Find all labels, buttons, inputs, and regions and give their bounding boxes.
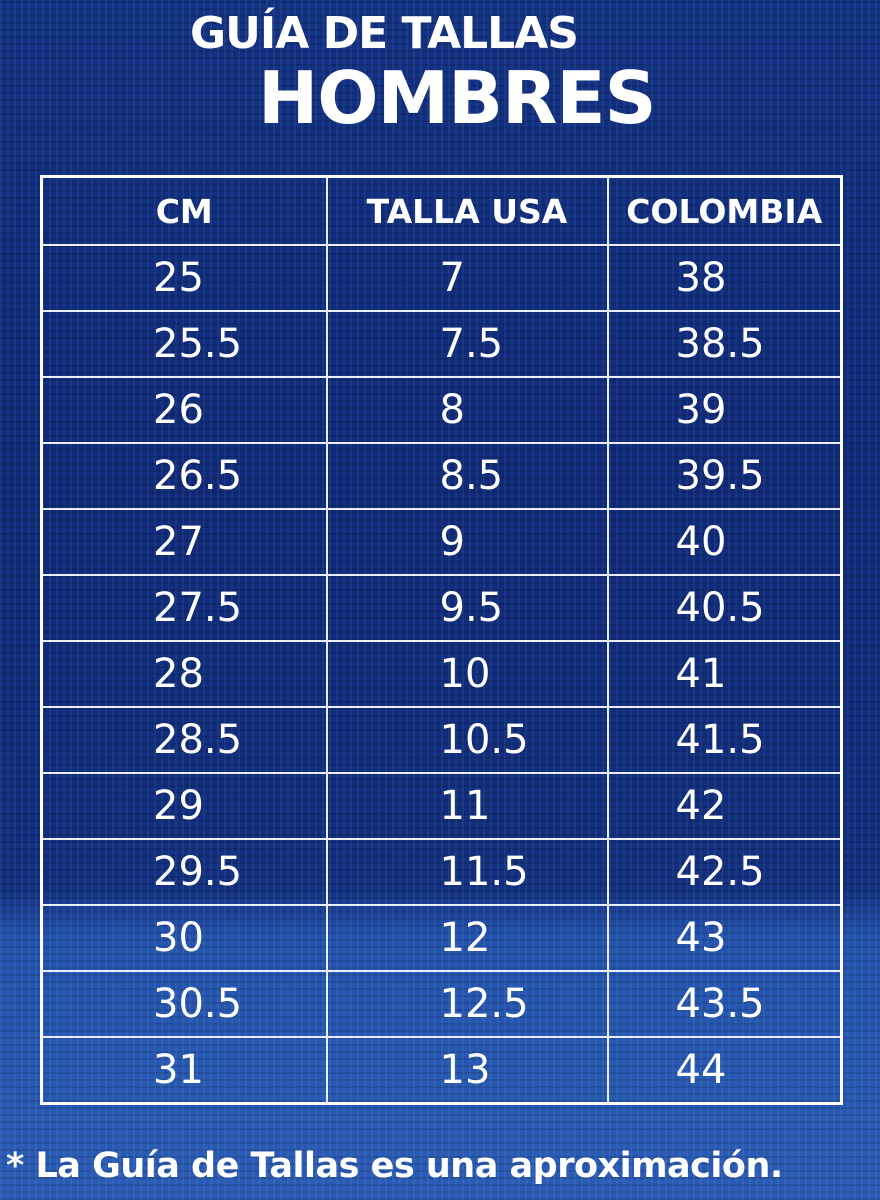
table-row: 29 11 42 [40,772,843,840]
cell-colombia: 39.5 [606,442,843,510]
table-header-row: CM TALLA USA COLOMBIA [40,175,843,246]
title-line-1: GUÍA DE TALLAS [190,8,579,59]
size-table: CM TALLA USA COLOMBIA 25 7 38 25.5 7.5 38.5 26… [40,175,843,1105]
cell-talla-usa: 11 [325,772,609,840]
cell-talla-usa: 12 [325,904,609,972]
footnote: * La Guía de Tallas es una aproximación. [6,1146,783,1186]
table-row: 31 13 44 [40,1036,843,1104]
cell-cm: 28.5 [40,706,328,774]
cell-cm: 25.5 [40,310,328,378]
cell-colombia: 41 [606,640,843,708]
table-row: 30.5 12.5 43.5 [40,970,843,1038]
cell-colombia: 44 [606,1036,843,1104]
cell-talla-usa: 7.5 [325,310,609,378]
cell-talla-usa: 9.5 [325,574,609,642]
cell-colombia: 42.5 [606,838,843,906]
cell-talla-usa: 10.5 [325,706,609,774]
cell-cm: 29.5 [40,838,328,906]
cell-colombia: 40.5 [606,574,843,642]
cell-cm: 27 [40,508,328,576]
table-row: 28.5 10.5 41.5 [40,706,843,774]
cell-colombia: 40 [606,508,843,576]
cell-talla-usa: 7 [325,244,609,312]
table-row: 25.5 7.5 38.5 [40,310,843,378]
cell-cm: 27.5 [40,574,328,642]
table-row: 27 9 40 [40,508,843,576]
cell-cm: 26 [40,376,328,444]
cell-cm: 25 [40,244,328,312]
cell-talla-usa: 9 [325,508,609,576]
table-row: 30 12 43 [40,904,843,972]
title-line-2: HOMBRES [258,56,656,140]
cell-talla-usa: 10 [325,640,609,708]
cell-talla-usa: 8.5 [325,442,609,510]
table-row: 25 7 38 [40,244,843,312]
cell-colombia: 38.5 [606,310,843,378]
table-row: 26.5 8.5 39.5 [40,442,843,510]
table-row: 27.5 9.5 40.5 [40,574,843,642]
cell-cm: 28 [40,640,328,708]
cell-talla-usa: 13 [325,1036,609,1104]
cell-colombia: 38 [606,244,843,312]
cell-talla-usa: 11.5 [325,838,609,906]
header-talla-usa: TALLA USA [325,175,609,246]
header-cm: CM [40,175,328,246]
table-row: 28 10 41 [40,640,843,708]
cell-talla-usa: 12.5 [325,970,609,1038]
cell-talla-usa: 8 [325,376,609,444]
cell-colombia: 42 [606,772,843,840]
cell-colombia: 43.5 [606,970,843,1038]
header-colombia: COLOMBIA [606,175,843,246]
cell-colombia: 39 [606,376,843,444]
table-row: 29.5 11.5 42.5 [40,838,843,906]
table-row: 26 8 39 [40,376,843,444]
cell-colombia: 41.5 [606,706,843,774]
cell-cm: 31 [40,1036,328,1104]
cell-cm: 30.5 [40,970,328,1038]
cell-cm: 30 [40,904,328,972]
cell-colombia: 43 [606,904,843,972]
cell-cm: 26.5 [40,442,328,510]
cell-cm: 29 [40,772,328,840]
